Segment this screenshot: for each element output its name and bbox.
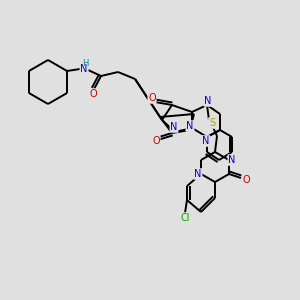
Text: N: N (80, 64, 88, 74)
Text: N: N (202, 136, 210, 146)
Text: O: O (242, 175, 250, 185)
Text: Cl: Cl (180, 213, 190, 223)
Text: O: O (152, 136, 160, 146)
Text: N: N (170, 122, 178, 132)
Text: O: O (89, 89, 97, 99)
Text: H: H (82, 58, 88, 68)
Text: N: N (186, 121, 194, 131)
Text: S: S (209, 118, 215, 128)
Text: O: O (148, 93, 156, 103)
Text: N: N (228, 155, 236, 165)
Text: N: N (194, 169, 202, 179)
Text: N: N (204, 96, 212, 106)
